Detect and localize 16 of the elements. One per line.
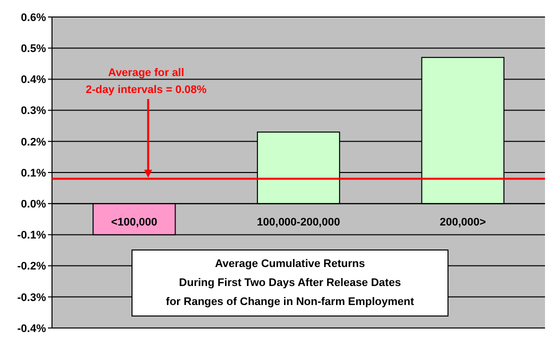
y-tick-label: -0.1%: [17, 230, 46, 242]
x-tick-label: 100,000-200,000: [256, 216, 340, 229]
y-tick-label: 0.4%: [20, 74, 46, 86]
y-tick-label: -0.2%: [17, 260, 46, 273]
y-tick-label: 0.1%: [20, 167, 46, 180]
y-tick-label: -0.4%: [17, 322, 46, 335]
y-tick-label: 0.3%: [20, 105, 46, 118]
x-tick-label: <100,000: [111, 216, 158, 229]
x-tick-label: 200,000>: [440, 216, 486, 229]
ref-line-label: Average for all 2-day intervals = 0.08%: [86, 67, 207, 96]
text: Average Cumulative Returns During First Two Days After Release Dates for Ranges of Change in Non-farm Employment: [166, 258, 414, 308]
y-tick-label: 0.5%: [20, 42, 46, 55]
y-tick-label: 0.6%: [20, 12, 46, 24]
y-tick-label: -0.3%: [17, 292, 46, 304]
y-tick-label: 0.0%: [20, 198, 46, 210]
y-tick-label: 0.2%: [20, 136, 46, 148]
